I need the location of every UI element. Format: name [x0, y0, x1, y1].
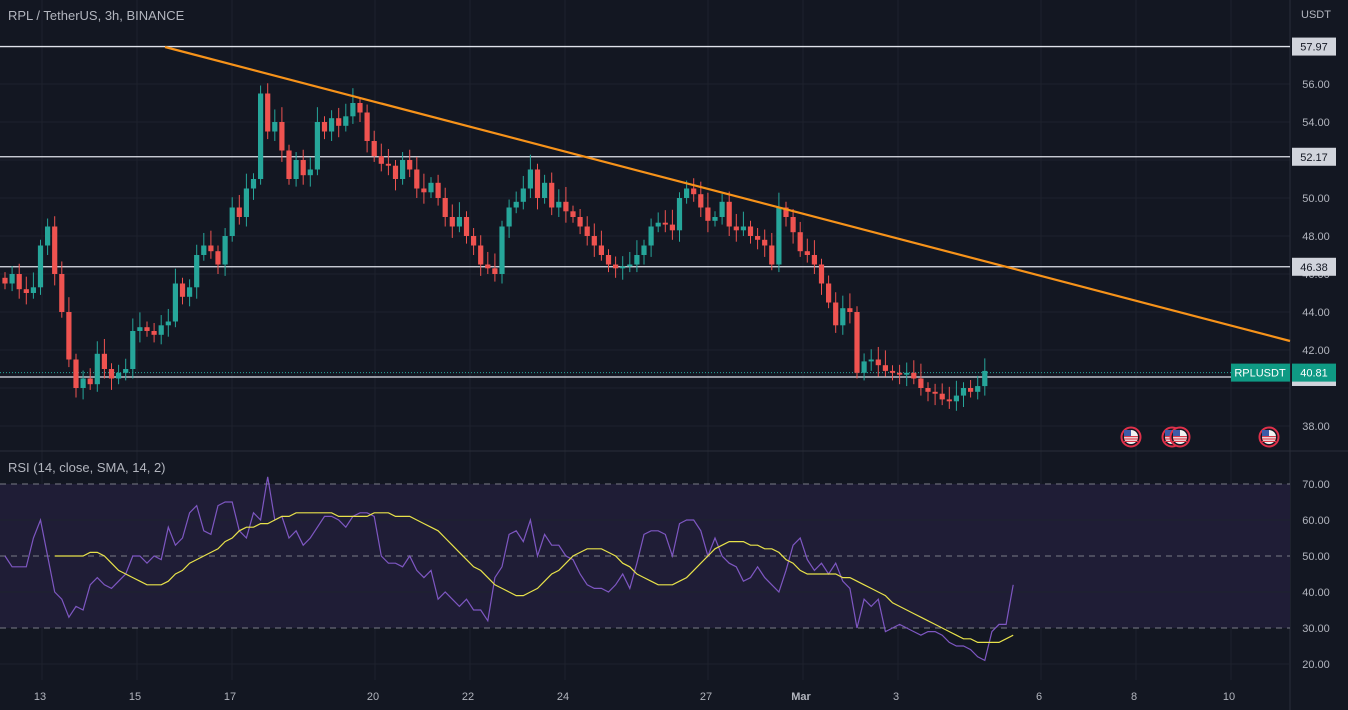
us-flag-event-icon[interactable]	[1258, 426, 1280, 448]
us-flag-event-icon[interactable]	[1120, 426, 1142, 448]
svg-text:56.00: 56.00	[1302, 79, 1330, 91]
rsi-lines	[4, 476, 1014, 662]
svg-text:40.81: 40.81	[1300, 368, 1328, 380]
us-flag-event-icon[interactable]	[1169, 426, 1191, 448]
svg-text:13: 13	[34, 691, 46, 703]
svg-text:38.00: 38.00	[1302, 421, 1330, 433]
svg-text:USDT: USDT	[1301, 9, 1331, 21]
svg-text:44.00: 44.00	[1302, 307, 1330, 319]
svg-text:24: 24	[557, 691, 569, 703]
svg-text:27: 27	[700, 691, 712, 703]
svg-text:50.00: 50.00	[1302, 551, 1330, 563]
svg-text:46.38: 46.38	[1300, 262, 1328, 274]
svg-text:52.17: 52.17	[1300, 152, 1328, 164]
horizontal-levels[interactable]	[0, 45, 1290, 378]
trendline[interactable]	[164, 45, 1291, 343]
svg-text:57.97: 57.97	[1300, 42, 1328, 54]
rsi-panel	[0, 483, 1290, 665]
svg-text:48.00: 48.00	[1302, 231, 1330, 243]
price-axis[interactable]: USDT56.0054.0052.0050.0048.0046.0044.004…	[1231, 9, 1336, 433]
svg-text:40.00: 40.00	[1302, 587, 1330, 599]
svg-text:RPLUSDT: RPLUSDT	[1234, 368, 1286, 380]
svg-text:50.00: 50.00	[1302, 193, 1330, 205]
svg-text:60.00: 60.00	[1302, 515, 1330, 527]
svg-text:17: 17	[224, 691, 236, 703]
svg-text:42.00: 42.00	[1302, 345, 1330, 357]
rsi-indicator-title[interactable]: RSI (14, close, SMA, 14, 2)	[8, 460, 166, 475]
svg-text:8: 8	[1131, 691, 1137, 703]
time-axis[interactable]: 13 15 17 20 22 24 27 Mar 3 6 8 10	[34, 691, 1235, 703]
candles	[2, 83, 988, 411]
svg-text:6: 6	[1036, 691, 1042, 703]
svg-text:10: 10	[1223, 691, 1235, 703]
svg-text:30.00: 30.00	[1302, 623, 1330, 635]
chart-title: RPL / TetherUS, 3h, BINANCE	[8, 8, 185, 23]
svg-text:54.00: 54.00	[1302, 117, 1330, 129]
event-markers[interactable]	[1120, 426, 1280, 448]
svg-text:22: 22	[462, 691, 474, 703]
svg-text:20: 20	[367, 691, 379, 703]
svg-text:15: 15	[129, 691, 141, 703]
svg-text:3: 3	[893, 691, 899, 703]
svg-text:20.00: 20.00	[1302, 659, 1330, 671]
svg-text:70.00: 70.00	[1302, 479, 1330, 491]
rsi-axis[interactable]: 70.00 60.00 50.00 40.00 30.00 20.00	[1302, 479, 1330, 671]
svg-text:Mar: Mar	[791, 691, 811, 703]
